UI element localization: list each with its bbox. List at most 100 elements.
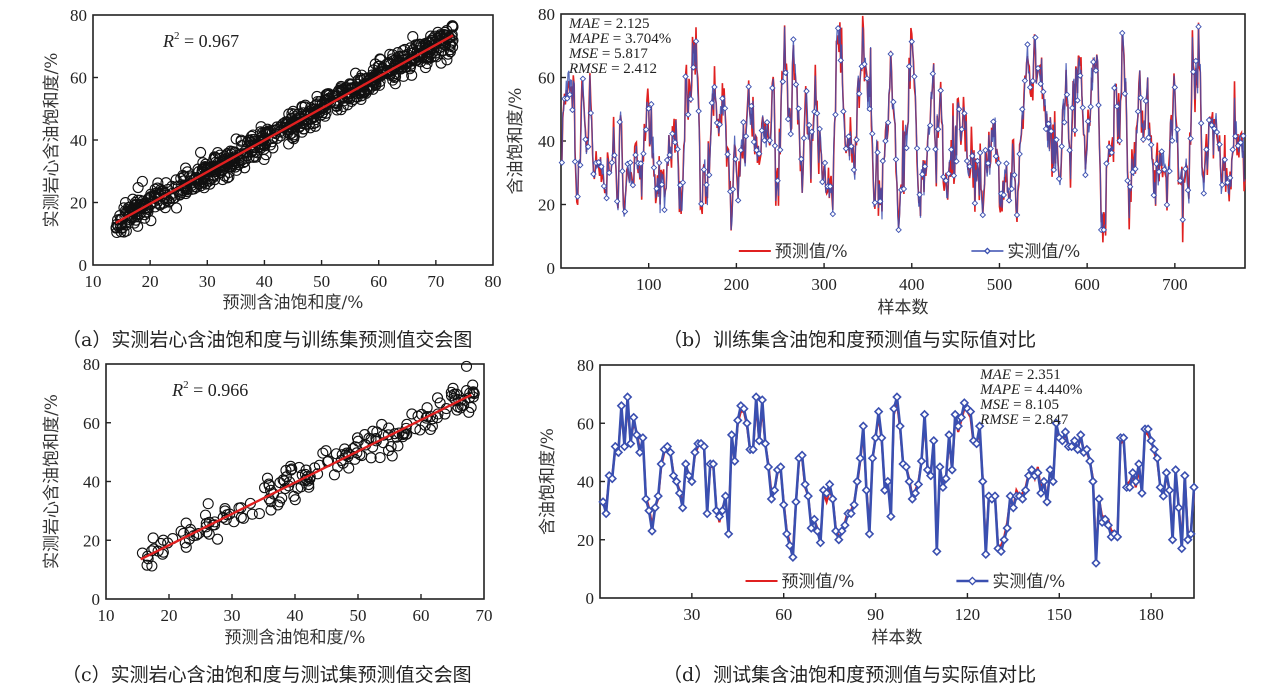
actual-point-marker	[1218, 181, 1226, 189]
actual-point-marker	[1066, 441, 1077, 452]
actual-point-marker	[598, 163, 605, 170]
actual-point-marker	[734, 197, 742, 204]
actual-point-marker	[1103, 160, 1110, 167]
actual-point-marker	[1211, 125, 1218, 132]
scatter-point	[152, 545, 164, 557]
actual-point-marker	[579, 75, 587, 83]
actual-point-marker	[1150, 192, 1158, 199]
actual-point-marker	[880, 485, 890, 495]
scatter-point	[147, 532, 159, 544]
actual-point-marker	[677, 502, 688, 513]
actual-point-marker	[613, 447, 624, 458]
actual-point-marker	[919, 409, 930, 420]
x-tick-label: 30	[199, 272, 216, 291]
actual-point-marker	[808, 128, 816, 136]
legend: 预测值/% 实测值/%	[738, 242, 1080, 262]
scatter-point	[308, 107, 320, 119]
actual-point-marker	[669, 130, 676, 137]
actual-point-marker	[679, 179, 687, 186]
actual-point-marker	[665, 447, 676, 458]
actual-point-marker	[805, 121, 813, 129]
actual-point-marker	[628, 412, 639, 423]
actual-point-marker	[1076, 72, 1084, 79]
actual-point-marker	[648, 100, 655, 108]
actual-point-marker	[947, 465, 957, 475]
actual-point-marker	[990, 491, 1000, 501]
actual-point-marker	[1226, 174, 1234, 182]
actual-point-marker	[1105, 143, 1113, 151]
scatter-point	[431, 392, 444, 404]
actual-point-marker	[1167, 535, 1178, 545]
actual-point-marker	[861, 60, 868, 68]
actual-point-marker	[1023, 470, 1034, 481]
y-tick-label: 60	[70, 69, 87, 88]
actual-point-marker	[763, 119, 771, 126]
actual-point-marker	[941, 473, 951, 484]
scatter-point	[445, 390, 458, 402]
metric-name: MSE	[979, 397, 1009, 413]
scatter-point	[434, 397, 446, 409]
actual-point-marker	[753, 146, 760, 154]
actual-point-marker	[621, 208, 629, 215]
actual-point-marker	[1055, 175, 1063, 183]
scatter-point	[387, 55, 399, 67]
actual-point-marker	[719, 95, 726, 102]
x-tick-label: 400	[899, 275, 925, 294]
actual-point-marker	[774, 177, 781, 184]
caption-b: （b）训练集含油饱和度预测值与实际值对比	[663, 329, 1037, 351]
actual-point-marker	[1057, 435, 1068, 446]
caption-a: （a）实测岩心含油饱和度与训练集预测值交会图	[62, 329, 473, 351]
scatter-point	[406, 408, 418, 420]
r-superscript: 2	[174, 30, 180, 42]
actual-point-marker	[700, 166, 708, 173]
actual-point-marker	[821, 159, 829, 167]
actual-point-marker	[937, 87, 944, 94]
y-tick-label: 20	[70, 194, 87, 213]
y-axis-label: 含油饱和度/%	[506, 88, 526, 195]
metric-rmse: RMSE = 2.847	[979, 412, 1069, 428]
actual-point-marker	[1143, 424, 1153, 434]
actual-point-marker	[846, 508, 856, 519]
scatter-point	[460, 360, 473, 372]
actual-point-marker	[1091, 558, 1101, 568]
metric-name: MAE	[568, 16, 600, 32]
scatter-point	[389, 428, 401, 440]
y-tick-label: 0	[92, 590, 101, 609]
actual-point-marker	[907, 494, 918, 504]
actual-point-marker	[921, 163, 929, 170]
actual-point-marker	[785, 540, 795, 551]
scatter-point	[278, 475, 290, 487]
actual-point-marker	[979, 211, 987, 219]
x-tick-label: 600	[1074, 275, 1100, 294]
actual-point-marker	[889, 403, 899, 414]
actual-point-marker	[924, 145, 931, 153]
actual-point-marker	[1039, 476, 1049, 487]
actual-point-marker	[1013, 211, 1021, 219]
x-tick-label: 60	[775, 605, 792, 624]
actual-point-marker	[766, 137, 773, 144]
scatter-point	[136, 175, 148, 187]
actual-point-marker	[595, 159, 602, 166]
actual-point-marker	[969, 152, 976, 160]
actual-point-marker	[663, 156, 671, 164]
metric-value: = 2.412	[607, 61, 657, 77]
actual-point-marker	[1021, 77, 1029, 84]
actual-point-marker	[1002, 523, 1012, 533]
r-symbol: R	[162, 31, 174, 51]
actual-point-marker	[1047, 127, 1055, 135]
y-tick-label: 40	[83, 473, 100, 492]
scatter-point	[208, 151, 220, 163]
actual-point-marker	[611, 152, 618, 159]
actual-point-marker	[908, 38, 916, 45]
scatter-point	[274, 477, 286, 489]
actual-point-marker	[723, 529, 734, 539]
legend: 预测值/% 实测值/%	[745, 572, 1065, 592]
x-tick-label: 40	[287, 606, 304, 625]
scatter-point	[286, 127, 298, 139]
actual-point-marker	[1229, 146, 1236, 153]
actual-point-marker	[690, 447, 700, 458]
y-tick-label: 0	[586, 589, 595, 608]
y-axis-label: 实测岩心含油饱和度/%	[42, 394, 62, 569]
scatter-point	[412, 38, 424, 50]
scatter-point	[215, 167, 227, 179]
